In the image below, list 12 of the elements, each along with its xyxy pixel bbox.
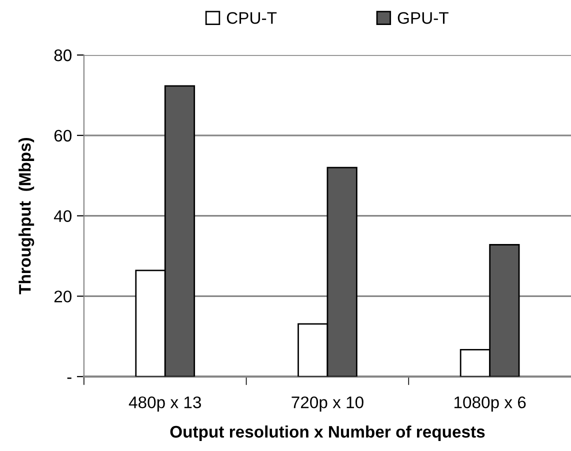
x-axis-title: Output resolution x Number of requests [170, 425, 485, 441]
y-tick-label: 60 [54, 130, 72, 142]
legend-label: GPU-T [398, 12, 448, 24]
x-tick-label: 720p x 10 [292, 396, 364, 412]
x-tick-label: 1080p x 6 [454, 396, 526, 412]
y-axis-title: Throughput (Mbps) [18, 138, 34, 294]
y-tick-label: 20 [54, 290, 72, 302]
legend-label: CPU-T [226, 12, 277, 24]
y-tick-label: - [67, 378, 72, 379]
y-tick-label: 40 [54, 210, 72, 222]
y-tick-label: 80 [54, 49, 72, 62]
x-tick-label: 480p x 13 [128, 396, 201, 412]
